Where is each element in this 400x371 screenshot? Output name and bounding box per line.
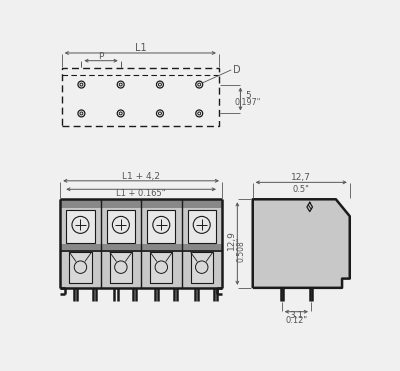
Bar: [110, 252, 132, 283]
Text: 0.5": 0.5": [293, 185, 310, 194]
Bar: [62, 68, 219, 126]
Text: 0.12": 0.12": [285, 316, 308, 325]
Bar: [60, 199, 222, 208]
Bar: [66, 210, 95, 243]
Text: 5: 5: [245, 91, 251, 101]
Text: 0.197": 0.197": [235, 98, 261, 107]
Text: L1 + 4,2: L1 + 4,2: [122, 172, 160, 181]
Bar: [69, 252, 92, 283]
Bar: [147, 210, 176, 243]
Text: L1 + 0.165": L1 + 0.165": [116, 190, 166, 198]
Text: D: D: [233, 65, 240, 75]
Text: P: P: [98, 52, 104, 61]
Text: 3,1: 3,1: [289, 311, 304, 320]
Bar: [107, 210, 135, 243]
Text: 12,7: 12,7: [291, 173, 311, 182]
Bar: [150, 252, 172, 283]
Bar: [188, 210, 216, 243]
Bar: [191, 252, 213, 283]
Bar: [60, 244, 222, 252]
Text: 0.508": 0.508": [237, 237, 246, 262]
Text: 12,9: 12,9: [228, 230, 236, 250]
Polygon shape: [253, 199, 350, 288]
Text: L1: L1: [134, 43, 146, 53]
Bar: [60, 199, 222, 288]
